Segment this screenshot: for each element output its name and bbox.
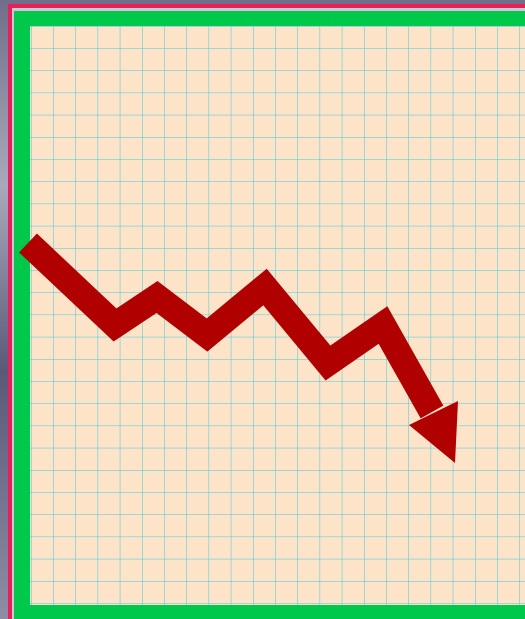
illustration [0,0,525,619]
page: {} [0,0,525,619]
